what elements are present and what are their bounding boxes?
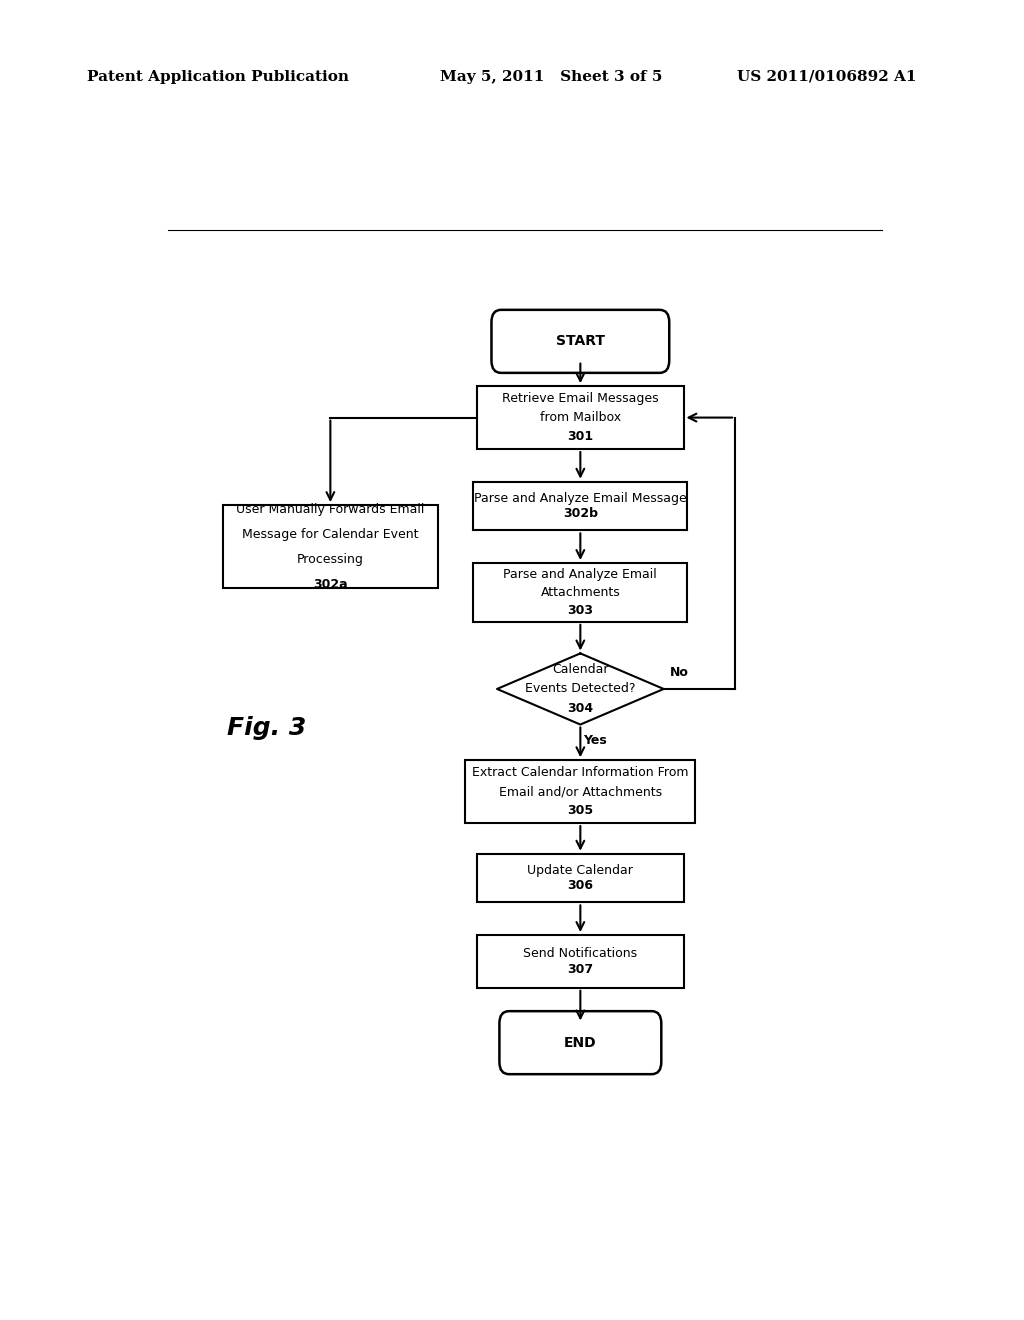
Text: Update Calendar: Update Calendar xyxy=(527,865,633,878)
Text: 304: 304 xyxy=(567,702,594,715)
Text: Calendar: Calendar xyxy=(552,663,608,676)
Text: 307: 307 xyxy=(567,962,594,975)
Text: 303: 303 xyxy=(567,603,593,616)
Text: Events Detected?: Events Detected? xyxy=(525,682,636,696)
Text: Send Notifications: Send Notifications xyxy=(523,946,637,960)
Text: Yes: Yes xyxy=(583,734,606,747)
Text: from Mailbox: from Mailbox xyxy=(540,411,621,424)
FancyBboxPatch shape xyxy=(477,935,684,987)
Text: Patent Application Publication: Patent Application Publication xyxy=(87,70,349,83)
Text: Parse and Analyze Email Message: Parse and Analyze Email Message xyxy=(474,492,687,506)
Text: Message for Calendar Event: Message for Calendar Event xyxy=(242,528,419,541)
Text: 305: 305 xyxy=(567,804,594,817)
Text: No: No xyxy=(670,665,689,678)
Text: Processing: Processing xyxy=(297,553,364,566)
Text: US 2011/0106892 A1: US 2011/0106892 A1 xyxy=(737,70,916,83)
Text: END: END xyxy=(564,1036,597,1049)
Text: Fig. 3: Fig. 3 xyxy=(227,715,306,739)
FancyBboxPatch shape xyxy=(465,760,695,824)
Text: 301: 301 xyxy=(567,430,594,444)
Text: 302a: 302a xyxy=(313,578,348,590)
Text: May 5, 2011   Sheet 3 of 5: May 5, 2011 Sheet 3 of 5 xyxy=(440,70,663,83)
FancyBboxPatch shape xyxy=(477,854,684,903)
FancyBboxPatch shape xyxy=(473,562,687,622)
FancyBboxPatch shape xyxy=(223,506,437,589)
Text: Retrieve Email Messages: Retrieve Email Messages xyxy=(502,392,658,405)
FancyBboxPatch shape xyxy=(477,385,684,449)
Text: Parse and Analyze Email: Parse and Analyze Email xyxy=(504,568,657,581)
Text: START: START xyxy=(556,334,605,348)
Polygon shape xyxy=(497,653,664,725)
FancyBboxPatch shape xyxy=(473,482,687,531)
Text: 306: 306 xyxy=(567,879,593,892)
Text: Attachments: Attachments xyxy=(541,586,621,599)
Text: 302b: 302b xyxy=(563,507,598,520)
FancyBboxPatch shape xyxy=(500,1011,662,1074)
Text: User Manually Forwards Email: User Manually Forwards Email xyxy=(237,503,425,516)
Text: Email and/or Attachments: Email and/or Attachments xyxy=(499,785,662,799)
Text: Extract Calendar Information From: Extract Calendar Information From xyxy=(472,766,688,779)
FancyBboxPatch shape xyxy=(492,310,670,372)
